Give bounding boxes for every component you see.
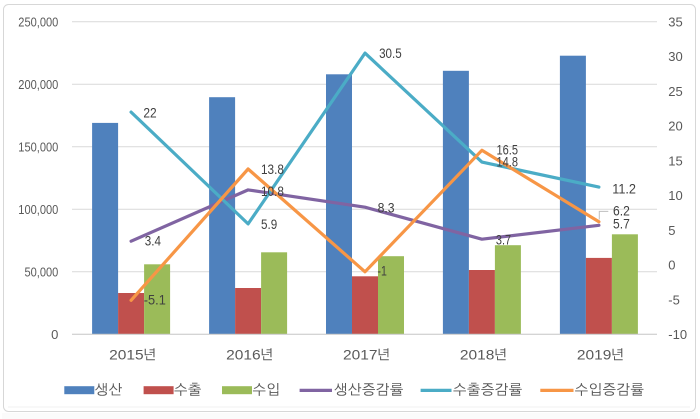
svg-text:-5.1: -5.1 [144, 292, 166, 307]
svg-text:3.7: 3.7 [496, 232, 511, 247]
svg-text:150,000: 150,000 [18, 140, 58, 155]
svg-text:5: 5 [668, 223, 675, 238]
svg-text:0: 0 [51, 327, 58, 342]
svg-text:2018: 2018 [460, 346, 495, 362]
svg-text:22: 22 [143, 105, 156, 120]
svg-text:200,000: 200,000 [18, 77, 58, 92]
svg-text:15: 15 [668, 153, 682, 168]
svg-text:10: 10 [668, 188, 682, 203]
svg-text:-5: -5 [668, 292, 680, 307]
svg-text:8.3: 8.3 [378, 200, 395, 215]
svg-text:-1: -1 [378, 264, 387, 279]
svg-text:2015: 2015 [109, 346, 144, 362]
svg-text:30.5: 30.5 [379, 46, 402, 61]
svg-text:0: 0 [668, 258, 675, 273]
svg-text:2016: 2016 [226, 346, 261, 362]
svg-text:2017: 2017 [343, 346, 378, 362]
svg-text:5.9: 5.9 [261, 217, 277, 232]
svg-text:25: 25 [668, 84, 682, 99]
svg-text:11.2: 11.2 [612, 181, 636, 196]
svg-text:3.4: 3.4 [145, 234, 162, 249]
svg-text:6.2: 6.2 [613, 204, 630, 219]
svg-text:14.8: 14.8 [497, 155, 519, 170]
svg-text:-10: -10 [668, 327, 687, 342]
svg-text:50,000: 50,000 [25, 265, 59, 280]
svg-text:35: 35 [668, 15, 682, 30]
svg-text:2019: 2019 [577, 346, 612, 362]
svg-text:5.7: 5.7 [613, 217, 630, 232]
svg-text:100,000: 100,000 [18, 202, 58, 217]
svg-text:20: 20 [668, 119, 682, 134]
svg-text:10.8: 10.8 [261, 184, 284, 199]
svg-text:250,000: 250,000 [18, 15, 58, 30]
svg-text:30: 30 [668, 49, 682, 64]
svg-text:16.5: 16.5 [497, 143, 519, 158]
svg-text:13.8: 13.8 [261, 162, 284, 177]
